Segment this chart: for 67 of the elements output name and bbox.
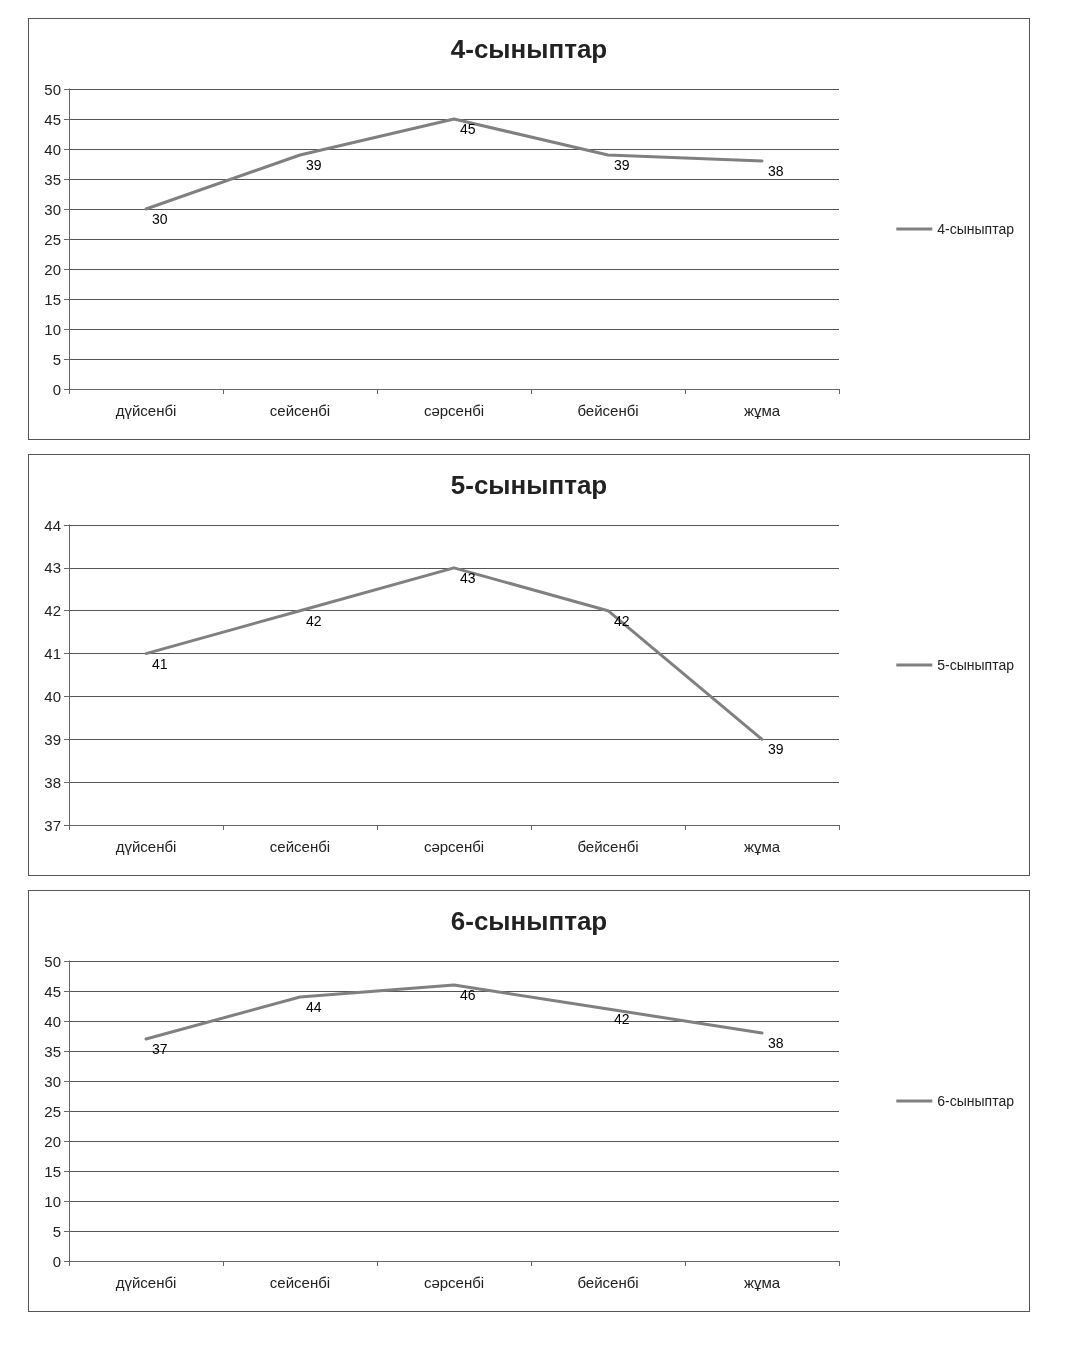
- legend-label: 5-сыныптар: [937, 657, 1015, 673]
- data-label: 39: [768, 741, 784, 758]
- line-series: [144, 566, 764, 741]
- x-tick-label: сейсенбі: [269, 402, 331, 419]
- x-tick-label: сейсенбі: [269, 1274, 331, 1291]
- data-label: 42: [306, 612, 322, 629]
- y-tick-label: 38: [44, 773, 61, 791]
- legend-label: 4-сыныптар: [937, 221, 1015, 237]
- y-tick-label: 50: [44, 952, 61, 970]
- data-label: 44: [306, 999, 322, 1015]
- chart-title: 5-сыныптар: [450, 470, 608, 500]
- x-tick-label: дүйсенбі: [115, 402, 177, 419]
- y-tick-label: 5: [52, 1222, 61, 1240]
- data-label: 38: [768, 163, 784, 179]
- x-tick-label: дүйсенбі: [115, 838, 177, 855]
- y-tick-label: 20: [44, 1132, 61, 1150]
- x-tick-label: сейсенбі: [269, 838, 331, 855]
- y-tick-label: 45: [44, 982, 61, 1000]
- y-tick-label: 39: [44, 730, 61, 748]
- data-label: 39: [306, 157, 322, 173]
- y-tick-label: 20: [44, 260, 61, 278]
- y-tick-label: 10: [44, 1192, 61, 1210]
- y-tick-label: 35: [44, 1042, 61, 1060]
- y-tick-label: 25: [44, 230, 61, 248]
- y-tick-label: 42: [44, 602, 61, 620]
- data-label: 42: [614, 612, 630, 629]
- y-tick-label: 5: [52, 350, 61, 368]
- y-tick-label: 40: [44, 1012, 61, 1030]
- data-label: 39: [614, 157, 630, 173]
- y-tick-label: 37: [44, 816, 61, 834]
- y-tick-label: 25: [44, 1102, 61, 1120]
- legend-label: 6-сыныптар: [937, 1093, 1015, 1109]
- x-tick-label: жұма: [743, 402, 781, 419]
- y-tick-label: 30: [44, 1072, 61, 1090]
- y-tick-label: 0: [52, 380, 61, 398]
- x-tick-label: сәрсенбі: [423, 1274, 485, 1291]
- data-label: 41: [152, 655, 168, 672]
- x-tick-label: жұма: [743, 1274, 781, 1291]
- y-tick-label: 10: [44, 320, 61, 338]
- y-tick-label: 40: [44, 140, 61, 158]
- data-label: 46: [460, 987, 476, 1003]
- y-tick-label: 43: [44, 559, 61, 577]
- line-series: [144, 117, 764, 211]
- chart-title: 6-сыныптар: [450, 906, 608, 936]
- data-label: 38: [768, 1035, 784, 1051]
- y-tick-label: 45: [44, 110, 61, 128]
- y-tick-label: 30: [44, 200, 61, 218]
- x-tick-label: бейсенбі: [577, 402, 639, 419]
- y-tick-label: 15: [44, 1162, 61, 1180]
- x-tick-label: сәрсенбі: [423, 838, 485, 855]
- x-tick-label: жұма: [743, 838, 781, 855]
- y-tick-label: 15: [44, 290, 61, 308]
- y-tick-label: 41: [44, 645, 61, 663]
- y-tick-label: 35: [44, 170, 61, 188]
- data-label: 43: [460, 569, 476, 586]
- x-tick-label: дүйсенбі: [115, 1274, 177, 1291]
- line-series: [144, 983, 764, 1041]
- data-label: 30: [152, 211, 168, 227]
- chart-title: 4-сыныптар: [450, 34, 608, 64]
- y-tick-label: 50: [44, 80, 61, 98]
- y-tick-label: 0: [52, 1252, 61, 1270]
- y-tick-label: 44: [44, 516, 61, 534]
- y-tick-label: 40: [44, 687, 61, 705]
- x-tick-label: сәрсенбі: [423, 402, 485, 419]
- data-label: 45: [460, 121, 476, 137]
- x-tick-label: бейсенбі: [577, 838, 639, 855]
- x-tick-label: бейсенбі: [577, 1274, 639, 1291]
